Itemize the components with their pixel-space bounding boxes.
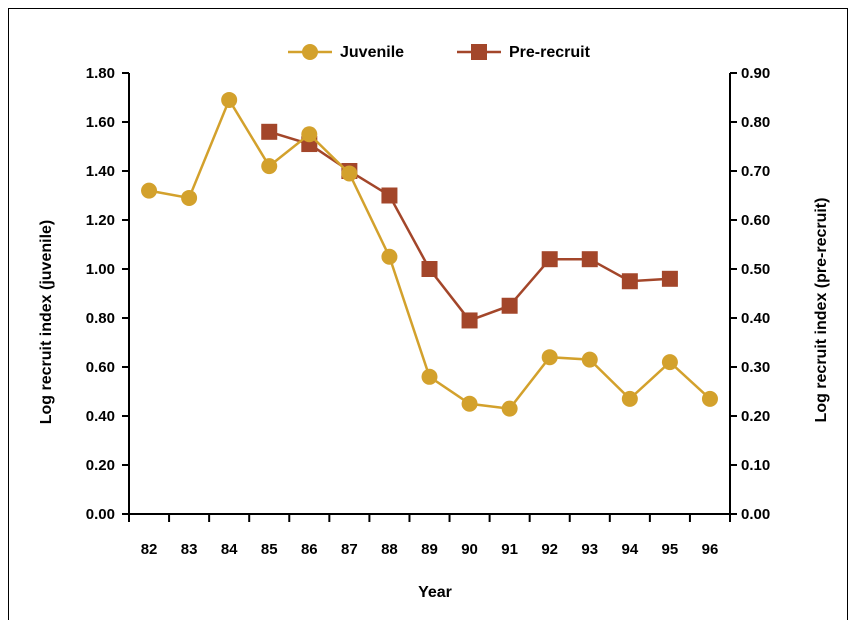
x-tick-label: 87 xyxy=(341,541,358,558)
legend-item-pre-recruit: Pre-recruit xyxy=(457,44,591,61)
x-tick-label: 86 xyxy=(301,541,318,558)
x-tick-label: 92 xyxy=(541,541,558,558)
series-layer xyxy=(141,91,718,417)
x-tick-label: 85 xyxy=(261,541,278,558)
y-axis-left-title: Log recruit index (juvenile) xyxy=(38,220,55,424)
legend: Juvenile Pre-recruit xyxy=(288,44,591,61)
y-right-tick-label: 0.50 xyxy=(741,261,770,278)
y-left-tick-label: 1.60 xyxy=(86,114,115,131)
data-point-pre-recruit xyxy=(621,273,638,290)
x-tick-label: 83 xyxy=(181,541,198,558)
x-tick-label: 91 xyxy=(501,541,518,558)
y-right-tick-label: 0.40 xyxy=(741,310,770,327)
y-left-tick-label: 1.20 xyxy=(86,212,115,229)
y-right-tick-label: 0.70 xyxy=(741,163,770,180)
data-point-juvenile xyxy=(581,351,598,368)
x-tick-label: 89 xyxy=(421,541,438,558)
series-juvenile xyxy=(141,91,718,417)
chart-frame xyxy=(8,8,848,620)
data-point-pre-recruit xyxy=(461,312,478,329)
data-point-juvenile xyxy=(701,390,718,407)
data-point-juvenile xyxy=(661,354,678,371)
x-tick-label: 95 xyxy=(662,541,679,558)
y-left-tick-label: 0.80 xyxy=(86,310,115,327)
data-point-juvenile xyxy=(341,165,358,182)
legend-label-juvenile: Juvenile xyxy=(340,44,404,61)
y-right-tick-label: 0.00 xyxy=(741,506,770,523)
data-point-juvenile xyxy=(501,400,518,417)
data-point-pre-recruit xyxy=(661,270,678,287)
x-tick-label: 96 xyxy=(702,541,719,558)
x-tick-label: 94 xyxy=(621,541,638,558)
legend-marker-pre-recruit xyxy=(471,44,487,60)
series-line-pre-recruit xyxy=(268,130,670,322)
y-right-tick-label: 0.10 xyxy=(741,457,770,474)
data-point-juvenile xyxy=(301,126,318,143)
y-right-tick-label: 0.80 xyxy=(741,114,770,131)
legend-item-juvenile: Juvenile xyxy=(288,44,404,61)
y-left-tick-label: 1.80 xyxy=(86,65,115,82)
legend-label-pre-recruit: Pre-recruit xyxy=(509,44,591,61)
y-right-tick-label: 0.90 xyxy=(741,65,770,82)
series-line-juvenile xyxy=(148,97,711,410)
legend-marker-juvenile xyxy=(302,44,318,60)
y-right-tick-label: 0.60 xyxy=(741,212,770,229)
data-point-pre-recruit xyxy=(581,251,598,268)
y-axis-right-title: Log recruit index (pre-recruit) xyxy=(813,198,830,423)
y-right-tick-label: 0.20 xyxy=(741,408,770,425)
y-left-tick-label: 0.00 xyxy=(86,506,115,523)
data-point-pre-recruit xyxy=(501,297,518,314)
axes: 0.00 0.20 0.40 0.60 0.80 1.00 1.20 1.40 1.60 1.80… xyxy=(86,65,770,558)
x-tick-label: 90 xyxy=(461,541,478,558)
data-point-juvenile xyxy=(541,349,558,366)
data-point-juvenile xyxy=(221,91,238,108)
x-tick-label: 84 xyxy=(221,541,238,558)
data-point-juvenile xyxy=(181,189,198,206)
series-pre-recruit xyxy=(261,123,678,329)
data-point-juvenile xyxy=(461,395,478,412)
y-left-tick-label: 0.40 xyxy=(86,408,115,425)
y-left-tick-label: 1.40 xyxy=(86,163,115,180)
x-tick-label: 93 xyxy=(581,541,598,558)
y-right-tick-label: 0.30 xyxy=(741,359,770,376)
data-point-juvenile xyxy=(621,390,638,407)
y-left-tick-label: 0.20 xyxy=(86,457,115,474)
data-point-pre-recruit xyxy=(541,251,558,268)
data-point-juvenile xyxy=(421,368,438,385)
x-axis-title: Year xyxy=(418,584,452,601)
data-point-juvenile xyxy=(261,158,278,175)
data-point-pre-recruit xyxy=(381,187,398,204)
data-point-pre-recruit xyxy=(421,261,438,277)
data-point-juvenile xyxy=(381,248,398,265)
data-point-pre-recruit xyxy=(261,123,278,140)
x-tick-label: 82 xyxy=(141,541,158,558)
x-tick-label: 88 xyxy=(381,541,398,558)
y-left-tick-label: 0.60 xyxy=(86,359,115,376)
y-left-tick-label: 1.00 xyxy=(86,261,115,278)
data-point-juvenile xyxy=(141,182,158,199)
